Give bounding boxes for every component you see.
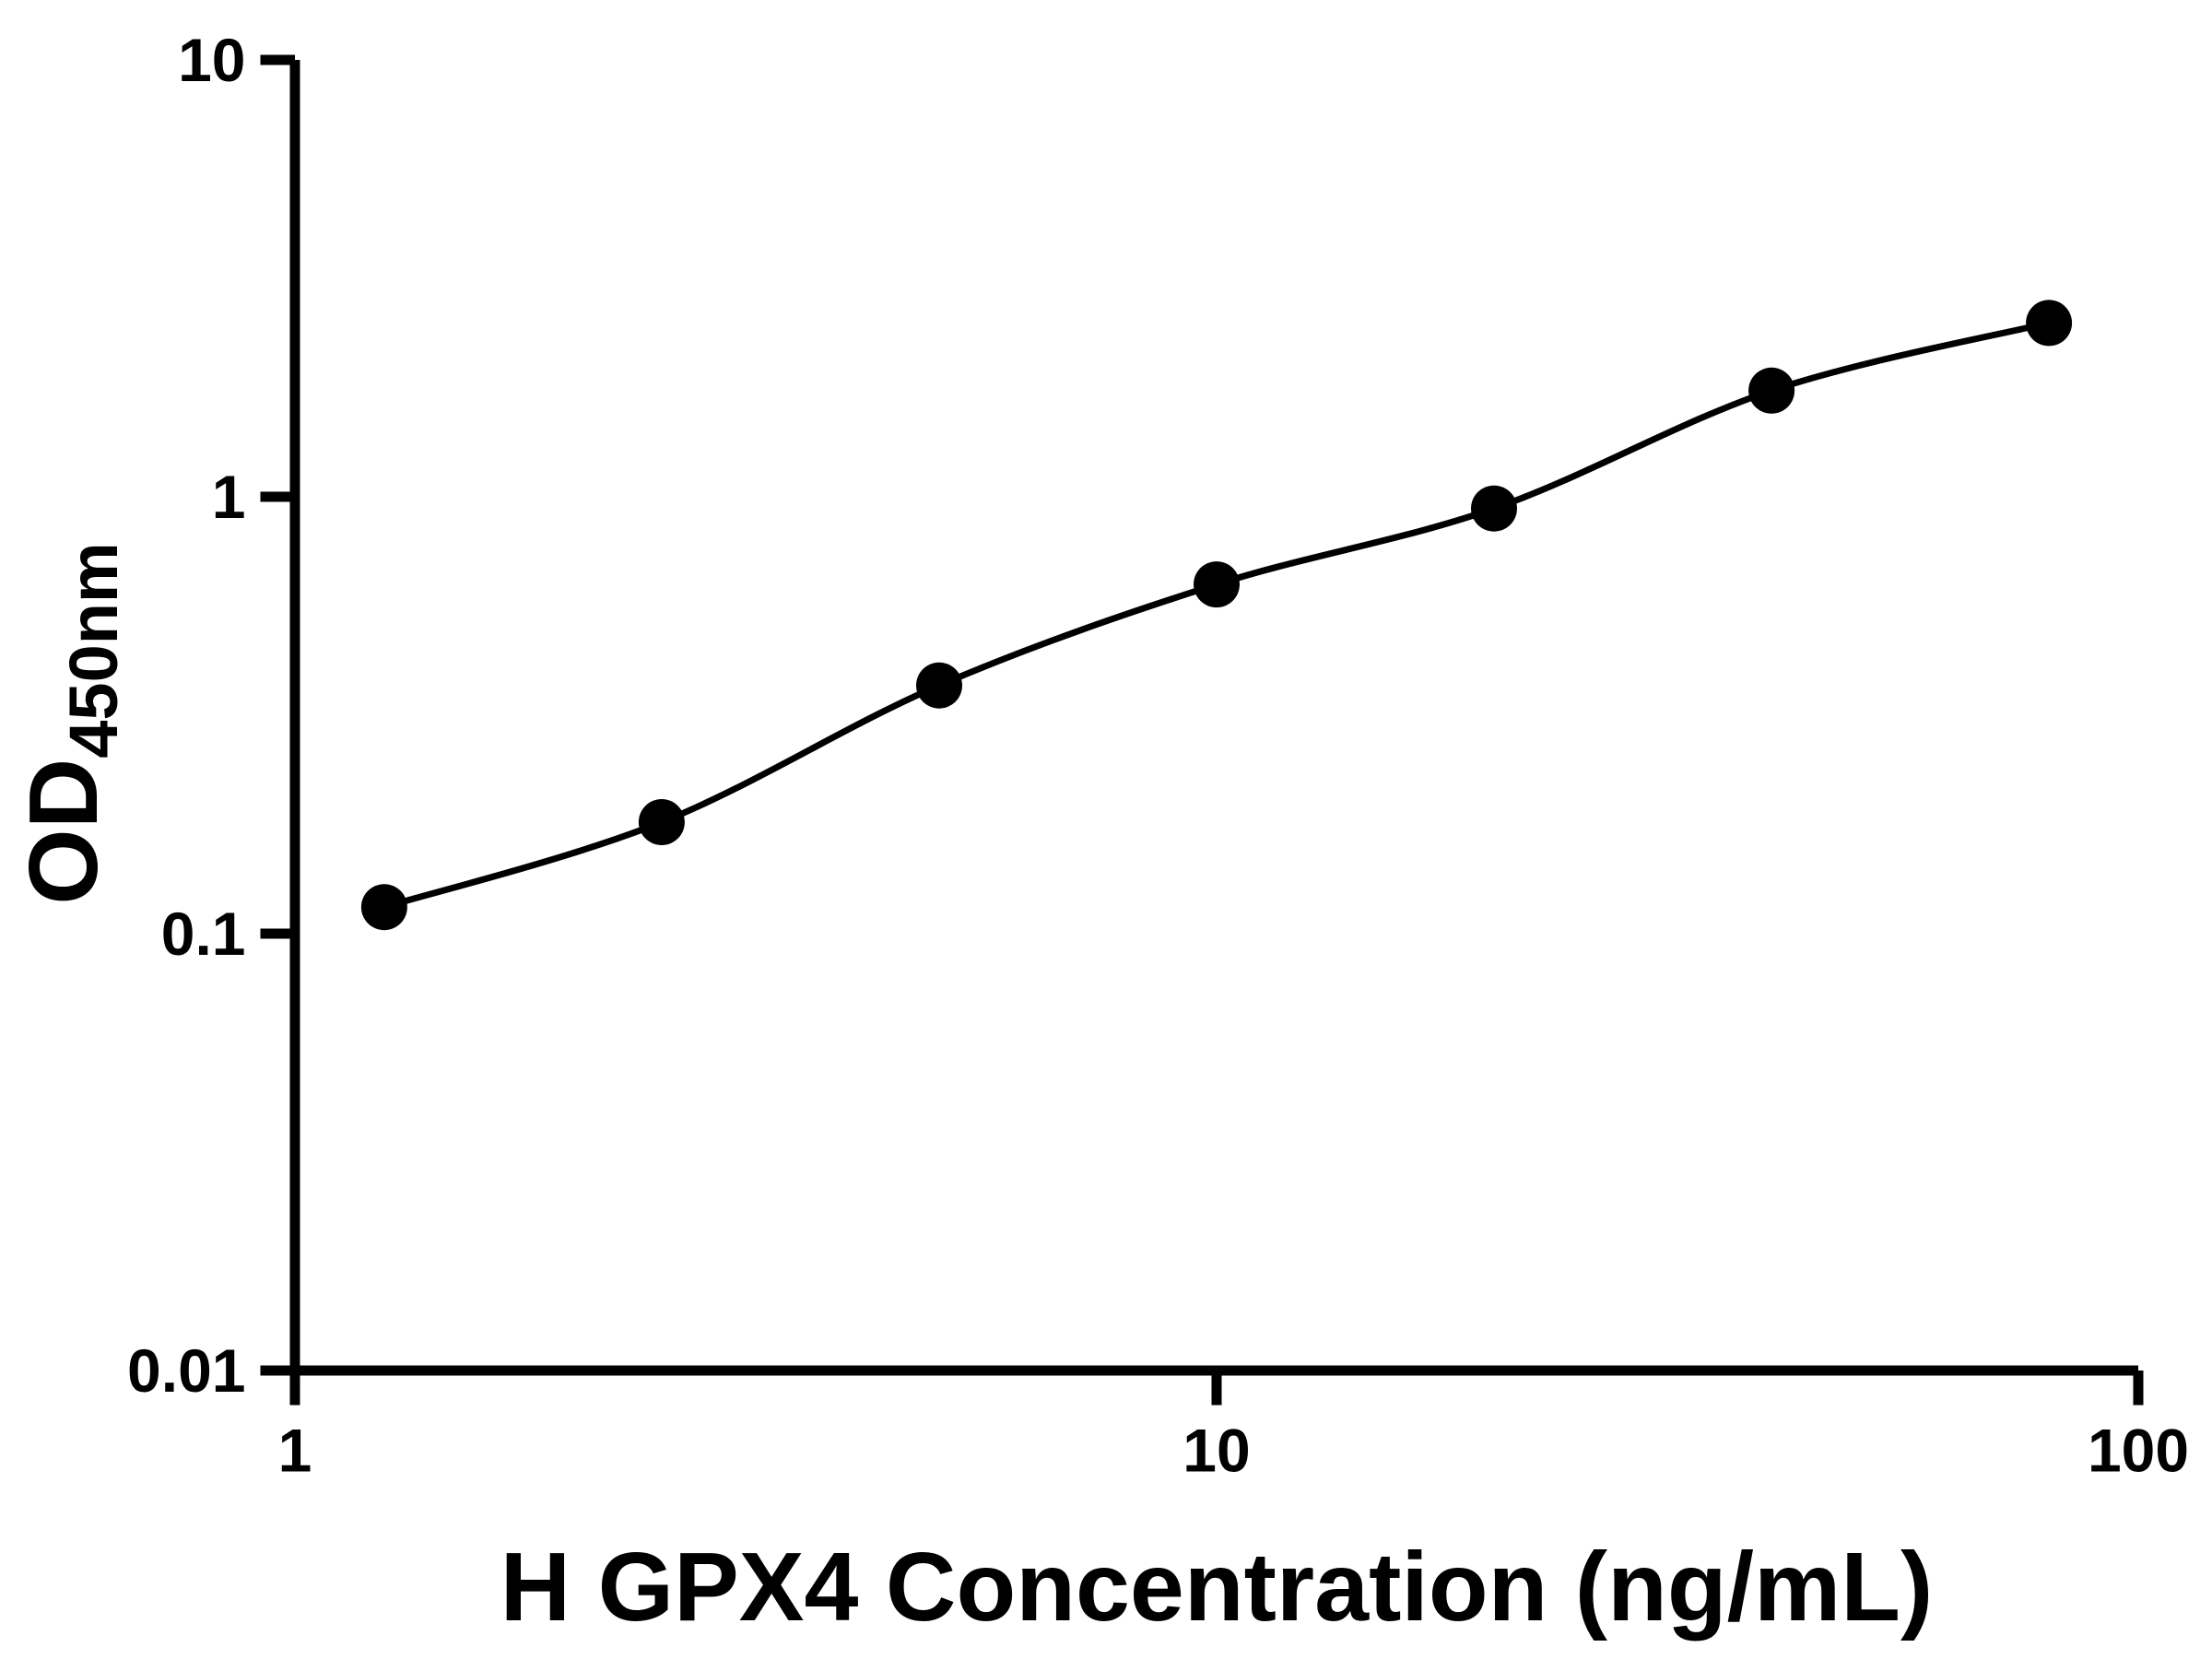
axis-spine — [289, 60, 2138, 1376]
y-axis-title-main: OD — [9, 759, 118, 905]
y-tick-label: 0.01 — [127, 1336, 245, 1405]
y-tick-label: 0.1 — [161, 900, 246, 968]
fit-curve — [382, 319, 2050, 911]
data-point — [638, 799, 685, 845]
data-point — [916, 662, 962, 709]
data-point — [1471, 485, 1517, 532]
y-axis-title-subscript: 450nm — [55, 542, 132, 758]
y-axis-title: OD450nm — [9, 542, 132, 904]
x-tick-label: 10 — [1182, 1417, 1250, 1485]
y-tick-label: 1 — [212, 463, 246, 531]
x-tick-label: 1 — [278, 1417, 312, 1485]
x-axis-title: H GPX4 Concentration (ng/mL) — [500, 1533, 1934, 1641]
plot-generated-layer: 1 10 100 0.01 0.1 1 10 — [127, 26, 2189, 1485]
data-point — [1748, 367, 1795, 414]
data-point — [360, 884, 407, 931]
x-tick-label: 100 — [2088, 1417, 2189, 1485]
data-point — [2026, 300, 2073, 347]
data-point — [1194, 561, 1240, 608]
y-tick-label: 10 — [178, 26, 245, 94]
